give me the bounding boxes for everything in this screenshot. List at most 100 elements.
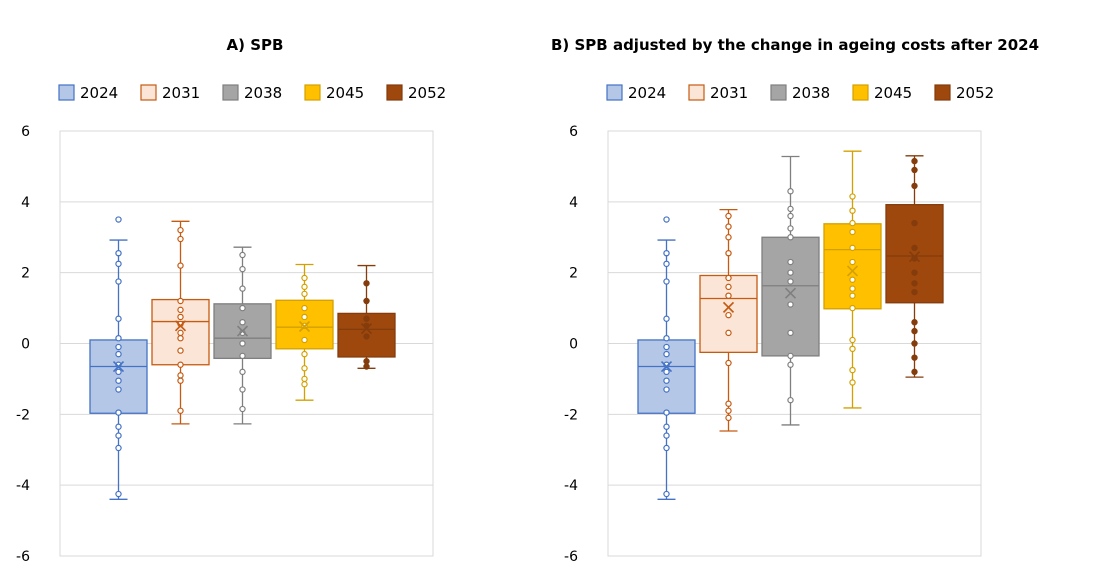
- data-point-2038: [239, 265, 246, 273]
- data-point-2024: [663, 444, 670, 452]
- legend-label-2052: 2052: [956, 84, 994, 102]
- mean-marker-2052: [908, 251, 921, 263]
- chart-panel-b: B) SPB adjusted by the change in ageing …: [548, 0, 1108, 583]
- data-point-2024: [663, 432, 670, 439]
- data-point-2045: [849, 228, 856, 236]
- data-point-2052: [911, 327, 918, 335]
- legend-swatch-2052: [934, 84, 951, 101]
- data-point-2031: [725, 400, 732, 407]
- mean-marker-stroke: [236, 325, 249, 337]
- chart-a-svg: A) SPB 2024 2031 2038 2045 2052 6 4 2 0 -2 -4 -6: [16, 36, 446, 565]
- data-point-2024: [663, 490, 670, 498]
- data-point-2024: [663, 334, 670, 342]
- data-point-2024: [663, 423, 670, 430]
- data-point-2038: [787, 278, 794, 285]
- data-point-2031: [177, 361, 184, 368]
- mean-marker-2024: [112, 360, 125, 373]
- y-tick-label: 4: [21, 195, 30, 211]
- data-point-2052: [363, 333, 370, 340]
- data-point-2052: [911, 157, 918, 165]
- data-point-2038: [239, 352, 246, 360]
- legend-label-2038: 2038: [792, 84, 830, 102]
- data-point-2045: [301, 336, 308, 344]
- data-point-2024: [115, 490, 122, 498]
- data-point-2045: [849, 207, 856, 214]
- y-tick-label: 6: [569, 124, 578, 140]
- data-point-2031: [177, 297, 184, 305]
- mean-marker-stroke: [908, 251, 921, 263]
- data-point-2024: [115, 334, 122, 342]
- legend-swatch-2038: [770, 84, 787, 101]
- data-point-2024: [115, 386, 122, 393]
- data-point-2031: [177, 306, 184, 314]
- data-point-2024: [663, 216, 670, 223]
- data-point-2031: [177, 372, 184, 379]
- data-point-2024: [115, 444, 122, 452]
- data-point-2031: [725, 329, 732, 337]
- mean-marker-stroke: [174, 320, 187, 332]
- data-point-2045: [849, 276, 856, 283]
- mean-marker-2024: [660, 360, 673, 373]
- data-point-2052: [911, 288, 918, 296]
- data-point-2031: [177, 262, 184, 269]
- mean-marker-2052: [360, 323, 373, 335]
- data-point-2052: [911, 368, 918, 376]
- legend-label-2045: 2045: [326, 84, 364, 102]
- data-point-2045: [301, 381, 308, 388]
- chart-panel-a: A) SPB 2024 2031 2038 2045 2052 6 4 2 0 -2 -4 -6: [16, 36, 446, 565]
- mean-marker-stroke: [298, 320, 311, 333]
- data-point-2045: [301, 304, 308, 312]
- data-point-2052: [363, 297, 370, 305]
- legend-label-2031: 2031: [710, 84, 748, 102]
- legend-label-2045: 2045: [874, 84, 912, 102]
- legend-swatch-2024: [58, 84, 75, 101]
- legend-swatch-2031: [688, 84, 705, 101]
- data-point-2038: [239, 405, 246, 413]
- data-point-2045: [849, 345, 856, 353]
- data-point-2031: [177, 347, 184, 354]
- data-point-2038: [787, 188, 794, 195]
- mean-marker-2031: [174, 320, 187, 332]
- data-point-2038: [787, 352, 794, 360]
- data-point-2031: [177, 226, 184, 234]
- y-tick-label: -2: [564, 407, 578, 423]
- box-group-2045: [275, 263, 334, 401]
- mean-marker-stroke: [722, 301, 735, 313]
- box-group-2038: [761, 155, 820, 426]
- data-point-2045: [301, 375, 308, 383]
- data-point-2038: [239, 319, 246, 326]
- y-tick-label: -6: [564, 549, 578, 565]
- data-point-2024: [115, 260, 122, 268]
- data-point-2024: [663, 260, 670, 268]
- y-tick-label: 6: [21, 124, 30, 140]
- data-point-2038: [787, 329, 794, 337]
- data-point-2045: [301, 274, 308, 282]
- data-point-2031: [725, 223, 732, 230]
- data-point-2038: [239, 386, 246, 393]
- data-point-2038: [787, 361, 794, 368]
- box-group-2052: [885, 155, 944, 378]
- data-point-2052: [363, 315, 370, 322]
- legend-swatch-2031: [140, 84, 157, 101]
- data-point-2031: [725, 274, 732, 282]
- data-point-2031: [725, 292, 732, 299]
- data-point-2024: [663, 315, 670, 322]
- chart-b-svg: B) SPB adjusted by the change in ageing …: [551, 36, 1039, 565]
- box-group-2038: [213, 246, 272, 425]
- data-point-2038: [239, 304, 246, 312]
- data-point-2031: [177, 235, 184, 243]
- chart-title: A) SPB: [227, 36, 284, 54]
- data-point-2045: [849, 219, 856, 227]
- data-point-2052: [363, 358, 370, 365]
- chart-title: B) SPB adjusted by the change in ageing …: [551, 36, 1039, 54]
- data-point-2031: [177, 377, 184, 384]
- legend-label-2038: 2038: [244, 84, 282, 102]
- y-tick-label: -4: [564, 478, 578, 494]
- data-point-2031: [725, 311, 732, 319]
- mean-marker-stroke: [784, 287, 797, 299]
- data-point-2024: [663, 409, 670, 416]
- data-point-2052: [911, 219, 918, 227]
- data-point-2052: [363, 280, 370, 287]
- data-point-2045: [301, 283, 308, 291]
- data-point-2024: [663, 278, 670, 285]
